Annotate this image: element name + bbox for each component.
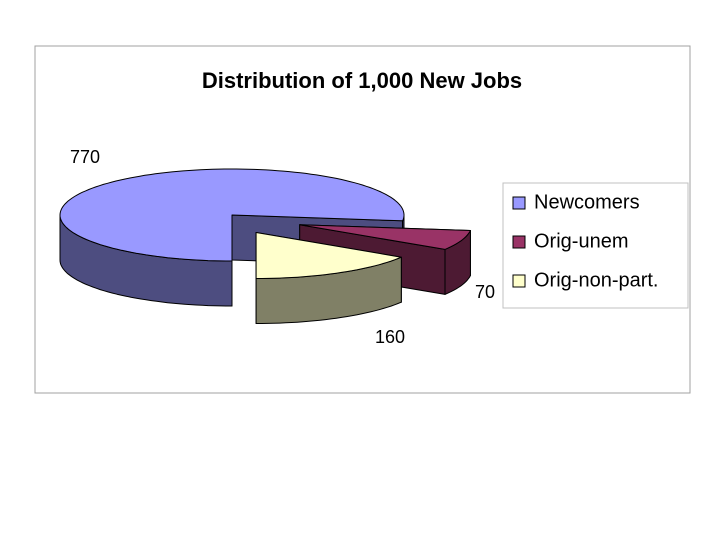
legend-swatch [512,274,526,288]
legend [502,182,689,309]
legend-label: Newcomers [534,191,640,213]
slice [59,168,405,262]
slice [299,224,471,250]
legend-swatch [512,196,526,210]
data-label: 770 [70,147,100,167]
data-label: 70 [475,282,495,302]
data-label: 160 [375,327,405,347]
legend-label: Orig-non-part. [534,269,659,291]
legend-label: Orig-unem [534,230,628,252]
legend-swatch [512,235,526,249]
chart-title: Distribution of 1,000 New Jobs [202,68,522,93]
slice [255,232,402,279]
